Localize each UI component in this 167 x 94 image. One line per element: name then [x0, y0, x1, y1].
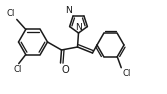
Text: Cl: Cl: [14, 65, 22, 74]
Text: Cl: Cl: [6, 9, 15, 18]
Text: Cl: Cl: [122, 69, 131, 78]
Text: N: N: [65, 6, 72, 15]
Text: O: O: [61, 65, 69, 75]
Text: N: N: [75, 23, 82, 32]
